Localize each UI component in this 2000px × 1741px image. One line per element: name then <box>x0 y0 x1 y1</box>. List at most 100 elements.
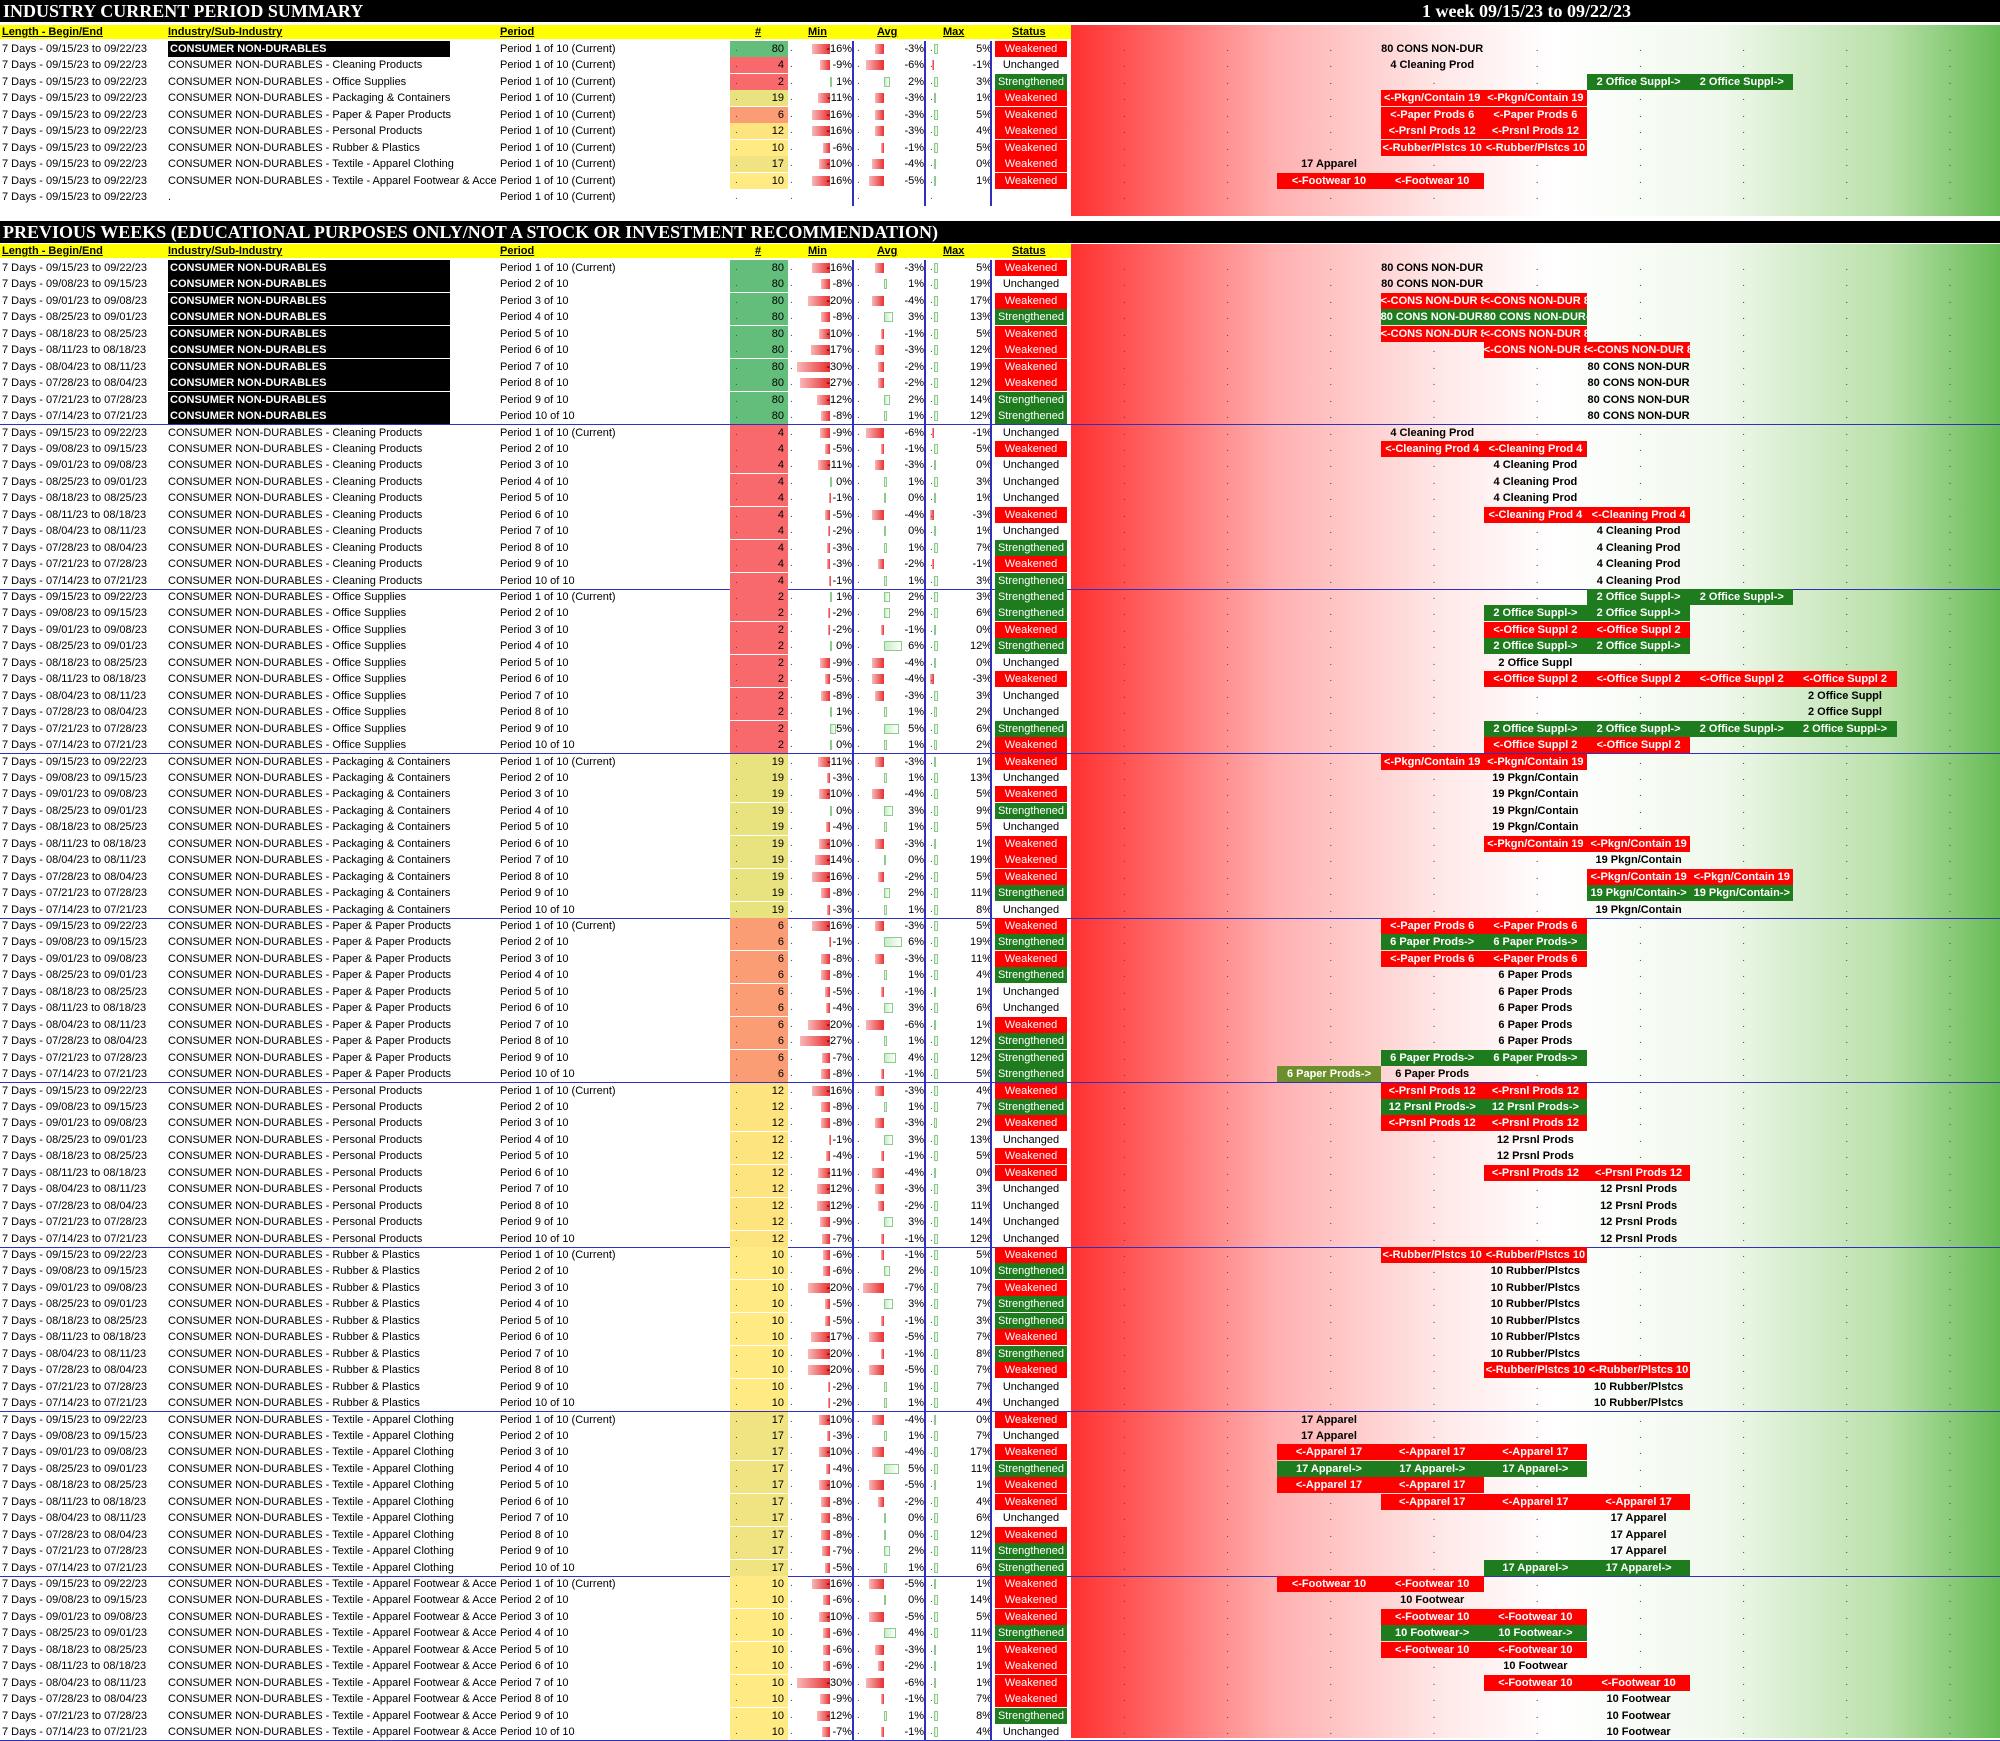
min-value: -8% <box>832 410 852 423</box>
cell-dot: . <box>930 1018 933 1030</box>
rank-dot: . <box>1845 43 1849 54</box>
rank-position-label: 10 Footwear <box>1503 1660 1568 1673</box>
max-value: 13% <box>969 1133 992 1146</box>
rank-dot: . <box>1948 1610 1952 1622</box>
rank-dot: . <box>1432 607 1436 619</box>
max-value: 12% <box>969 377 992 390</box>
avg-value: 2% <box>908 1545 924 1558</box>
cell-dot: . <box>790 985 793 997</box>
negative-bar <box>812 126 830 137</box>
cell-dot: . <box>735 459 738 471</box>
rank-dot: . <box>1432 1281 1436 1293</box>
negative-bar <box>823 1644 830 1655</box>
min-cell: -4% <box>790 1148 852 1164</box>
avg-cell: -1% <box>862 1724 924 1740</box>
status-badge: Strengthened <box>995 1559 1067 1576</box>
min-value: -9% <box>832 426 852 439</box>
rank-dot: . <box>1123 43 1126 54</box>
period-cell: Period 7 of 10 <box>500 689 569 702</box>
rank-dot: . <box>1226 108 1229 120</box>
negative-bar <box>866 1019 884 1030</box>
rank-dot: . <box>1432 393 1436 405</box>
rank-dot: . <box>1123 1298 1126 1310</box>
cell-dot: . <box>790 673 793 685</box>
rank-dot: . <box>1948 393 1952 405</box>
rank-dot: . <box>1742 158 1745 170</box>
positive-bar <box>934 460 936 471</box>
avg-value: -3% <box>904 837 924 850</box>
rank-dot: . <box>1948 1380 1952 1392</box>
max-cell: 13% <box>930 770 992 786</box>
rank-dot: . <box>1432 887 1436 899</box>
rank-dot: . <box>1639 410 1642 422</box>
rank-dot: . <box>1639 952 1642 964</box>
cell-dot: . <box>930 854 933 866</box>
cell-dot: . <box>790 837 793 849</box>
rank-dot: . <box>1845 1281 1849 1293</box>
avg-value: -1% <box>904 985 924 998</box>
rank-dot: . <box>1845 1512 1849 1524</box>
positive-bar <box>934 1430 938 1441</box>
rank-dot: . <box>1845 1084 1849 1096</box>
rank-dot: . <box>1845 1446 1849 1458</box>
rank-dot: . <box>1432 1413 1436 1425</box>
cell-dot: . <box>790 804 793 816</box>
avg-cell: -2% <box>862 1198 924 1214</box>
max-cell: 4% <box>930 123 992 139</box>
rank-dot: . <box>1845 591 1849 602</box>
rank-dot: . <box>1948 43 1952 54</box>
count-cell: 6 <box>730 983 788 1000</box>
rank-dot: . <box>1948 360 1952 372</box>
rank-position-label: 10 Rubber/Plstcs <box>1593 1380 1684 1393</box>
max-cell: 3% <box>930 589 992 605</box>
rank-dot: . <box>1226 755 1229 767</box>
cell-dot: . <box>857 1298 860 1310</box>
count-cell: 19 <box>730 802 788 819</box>
date-range-cell: 7 Days - 07/14/23 to 07/21/23 <box>2 739 147 752</box>
negative-bar <box>817 460 830 471</box>
table-row: 7 Days - 08/11/23 to 08/18/23 CONSUMER NO… <box>0 835 2000 852</box>
min-value: -12% <box>826 393 852 406</box>
cell-dot: . <box>930 1002 933 1014</box>
min-value: -3% <box>832 903 852 916</box>
rank-dot: . <box>1432 854 1436 866</box>
max-cell: 1% <box>930 1675 992 1691</box>
rank-dot: . <box>1639 158 1642 170</box>
industry-cell: CONSUMER NON-DURABLES - Textile - Appare… <box>168 1627 497 1640</box>
rank-position-label: 10 Footwear-> <box>1483 1625 1587 1642</box>
cell-dot: . <box>857 837 860 849</box>
cell-dot: . <box>930 1117 933 1129</box>
table-row: 7 Days - 09/15/23 to 09/22/23 CONSUMER NO… <box>0 918 2000 934</box>
rank-dot: . <box>1432 558 1436 570</box>
rank-dot: . <box>1123 1035 1126 1047</box>
rank-dot: . <box>1329 1709 1333 1721</box>
avg-value: -3% <box>904 920 924 932</box>
table-row: 7 Days - 09/08/23 to 09/15/23 CONSUMER NO… <box>0 1592 2000 1609</box>
period-cell: Period 1 of 10 (Current) <box>500 1084 616 1097</box>
period-cell: Period 7 of 10 <box>500 1676 569 1689</box>
rank-dot: . <box>1742 771 1745 783</box>
cell-dot: . <box>857 1199 860 1211</box>
table-row: 7 Days - 07/28/23 to 08/04/23 CONSUMER NO… <box>0 1033 2000 1050</box>
negative-bar <box>869 175 884 186</box>
table-row: 7 Days - 07/14/23 to 07/21/23 CONSUMER NO… <box>0 901 2000 918</box>
avg-value: 1% <box>908 1100 924 1113</box>
date-range-cell: 7 Days - 07/28/23 to 08/04/23 <box>2 1364 147 1377</box>
date-range-cell: 7 Days - 08/18/23 to 08/25/23 <box>2 985 147 998</box>
negative-bar <box>816 1184 830 1195</box>
min-cell: -10% <box>790 836 852 852</box>
rank-dot: . <box>1329 1166 1333 1178</box>
rank-dot: . <box>1948 574 1952 586</box>
cell-dot: . <box>790 854 793 866</box>
rank-position-label: 17 Apparel <box>1610 1545 1667 1558</box>
cell-dot: . <box>735 1512 738 1524</box>
rank-dot: . <box>1329 1035 1333 1047</box>
rank-dot: . <box>1639 125 1642 137</box>
rank-dot: . <box>1948 1216 1952 1228</box>
cell-dot: . <box>857 278 860 290</box>
avg-cell: 1% <box>862 967 924 983</box>
rank-dot: . <box>1535 1018 1539 1030</box>
min-value: -10% <box>826 788 852 801</box>
negative-bar <box>875 1184 884 1195</box>
rank-position-label: 10 Footwear <box>1606 1709 1671 1722</box>
